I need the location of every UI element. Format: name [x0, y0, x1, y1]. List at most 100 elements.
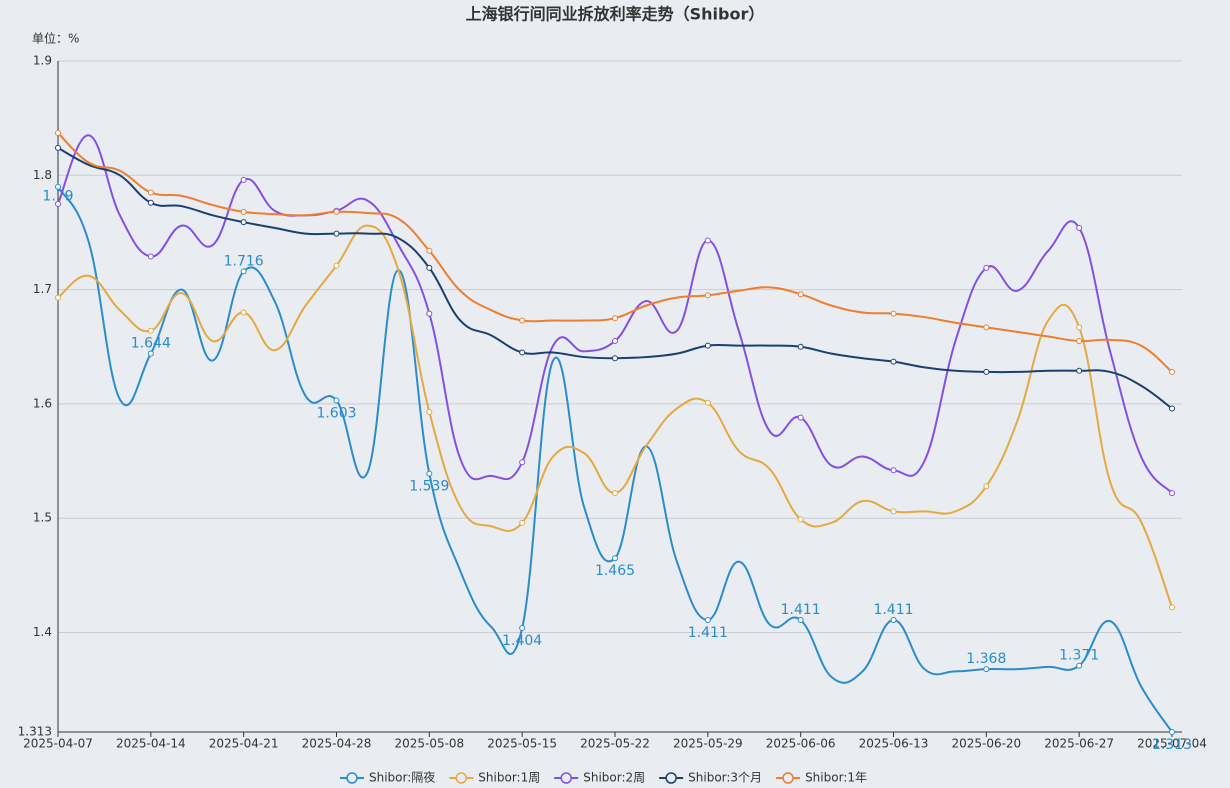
- point-marker: [704, 399, 711, 406]
- y-tick-label: 1.7: [33, 282, 52, 296]
- point-marker: [612, 555, 618, 562]
- point-marker: [1076, 338, 1083, 345]
- point-marker: [519, 349, 526, 356]
- value-label: 1.603: [316, 406, 356, 422]
- value-label: 1.716: [224, 253, 264, 269]
- legend-marker: [782, 772, 794, 784]
- point-marker: [983, 264, 990, 271]
- point-marker: [612, 315, 618, 322]
- x-tick-label: 2025-06-27: [1044, 737, 1114, 751]
- x-tick-label: 2025-04-14: [116, 737, 186, 751]
- legend-marker: [455, 772, 468, 784]
- x-tick-label: 2025-05-15: [487, 737, 557, 751]
- point-marker: [1169, 729, 1175, 735]
- point-marker: [240, 309, 247, 316]
- value-label: 1.411: [873, 602, 913, 618]
- point-marker: [1169, 490, 1175, 497]
- point-marker: [797, 291, 804, 298]
- point-marker: [147, 189, 154, 196]
- point-marker: [983, 324, 990, 331]
- legend-label: Shibor:1周: [478, 771, 540, 785]
- point-marker: [333, 230, 340, 237]
- x-tick-label: 2025-04-07: [23, 737, 93, 751]
- point-marker: [1076, 662, 1083, 669]
- series-line: [57, 224, 1173, 608]
- legend-marker: [346, 772, 358, 784]
- point-marker: [890, 508, 897, 515]
- legend-marker: [560, 772, 572, 784]
- series-line: [57, 134, 1173, 494]
- value-label: 1.411: [688, 625, 728, 641]
- point-marker: [55, 183, 61, 190]
- point-marker: [890, 358, 897, 365]
- chart-title: 上海银行间同业拆放利率走势（Shibor）: [466, 5, 765, 24]
- point-marker: [147, 199, 154, 206]
- point-marker: [1169, 604, 1175, 611]
- x-tick-label: 2025-04-21: [209, 737, 279, 751]
- point-marker: [797, 516, 804, 523]
- point-marker: [426, 408, 433, 415]
- point-marker: [147, 253, 154, 260]
- x-tick-label: 2025-06-06: [766, 737, 836, 751]
- x-tick-label: 2025-05-08: [394, 737, 464, 751]
- point-marker: [426, 470, 433, 477]
- y-tick-label: 1.6: [33, 396, 52, 410]
- point-marker: [612, 355, 618, 362]
- point-marker: [426, 310, 433, 317]
- y-tick-label: 1.8: [33, 168, 52, 182]
- point-marker: [147, 327, 154, 334]
- value-label: 1.539: [409, 479, 449, 495]
- value-label: 1.411: [781, 602, 821, 618]
- legend-marker: [665, 772, 677, 784]
- value-label: 1.371: [1059, 648, 1099, 664]
- point-marker: [147, 350, 154, 357]
- value-label: 1.79: [42, 189, 73, 205]
- x-tick-label: 2025-07-04: [1137, 737, 1207, 751]
- point-marker: [519, 317, 526, 324]
- point-marker: [983, 368, 990, 375]
- y-tick-label: 1.9: [33, 54, 52, 68]
- point-marker: [55, 200, 61, 207]
- y-tick-label: 1.4: [33, 625, 52, 639]
- point-marker: [240, 176, 247, 183]
- point-marker: [519, 519, 526, 526]
- y-tick-label: 1.5: [33, 511, 52, 525]
- legend-label: Shibor:隔夜: [369, 770, 435, 785]
- point-marker: [1169, 368, 1175, 375]
- point-marker: [704, 237, 711, 244]
- point-marker: [240, 268, 247, 275]
- x-tick-label: 2025-05-29: [673, 737, 743, 751]
- unit-label: 单位：%: [32, 31, 79, 46]
- point-marker: [519, 624, 526, 631]
- point-marker: [890, 616, 897, 623]
- point-marker: [890, 310, 897, 317]
- point-marker: [519, 459, 526, 466]
- x-tick-label: 2025-06-13: [859, 737, 929, 751]
- legend-label: Shibor:2周: [583, 771, 645, 785]
- value-label: 1.368: [966, 651, 1006, 667]
- point-marker: [890, 467, 897, 474]
- legend-label: Shibor:1年: [805, 771, 867, 785]
- point-marker: [704, 292, 711, 299]
- point-marker: [240, 219, 247, 226]
- y-tick-label: 1.313: [18, 725, 52, 739]
- point-marker: [333, 397, 340, 404]
- point-marker: [1076, 324, 1083, 331]
- point-marker: [55, 144, 61, 151]
- point-marker: [983, 666, 990, 673]
- point-marker: [55, 130, 61, 137]
- point-marker: [1076, 224, 1083, 231]
- point-marker: [1169, 405, 1175, 412]
- point-marker: [55, 294, 61, 301]
- x-tick-label: 2025-06-20: [951, 737, 1021, 751]
- series-line: [57, 186, 1173, 733]
- value-label: 1.404: [502, 633, 542, 649]
- value-label: 1.644: [131, 336, 171, 352]
- point-marker: [333, 262, 340, 269]
- value-label: 1.465: [595, 563, 635, 579]
- point-marker: [426, 247, 433, 254]
- point-marker: [333, 208, 340, 215]
- point-marker: [983, 483, 990, 490]
